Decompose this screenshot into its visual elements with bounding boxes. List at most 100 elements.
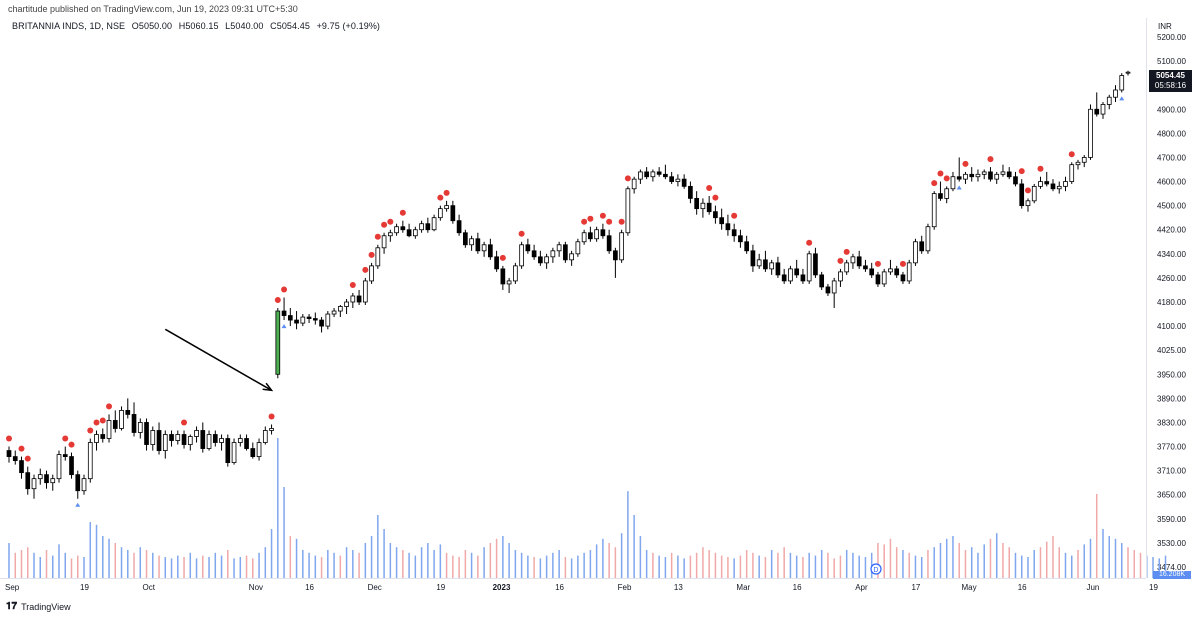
volume-bar [870, 552, 873, 578]
volume-bar [633, 515, 635, 578]
volume-bar [1083, 544, 1085, 578]
price-tick-label: 4260.00 [1157, 274, 1186, 283]
candle-body [150, 430, 156, 445]
signal-dot [18, 445, 25, 452]
candle-body [387, 232, 393, 237]
candle-body [994, 173, 1000, 180]
candle-body [119, 410, 124, 429]
candle-body [1113, 89, 1118, 98]
price-tick-label: 3650.00 [1157, 491, 1186, 500]
candle-body [1031, 185, 1037, 202]
candle-body [1038, 181, 1043, 187]
volume-bar [1014, 552, 1017, 578]
candle-body [162, 434, 168, 451]
candle-body [256, 442, 262, 457]
signal-dot [987, 156, 994, 163]
candle-body [600, 229, 606, 237]
candle-body [1125, 71, 1131, 74]
volume-bar [452, 555, 454, 578]
candle-body [431, 217, 437, 231]
candle-body [688, 185, 693, 199]
candle-body [12, 456, 18, 461]
volume-bar [127, 550, 129, 578]
candle-body [75, 474, 81, 492]
volume-bar [639, 536, 642, 578]
volume-bar [202, 555, 204, 578]
signal-dot [374, 233, 381, 240]
candle-body [300, 316, 306, 324]
volume-bar [964, 550, 967, 578]
candle-body [231, 442, 237, 464]
volume-bar [1008, 547, 1010, 578]
volume-bar [164, 557, 167, 578]
volume-bar [14, 552, 17, 578]
candle-body [94, 434, 99, 443]
volume-bar [152, 552, 154, 578]
signal-triangle [75, 502, 81, 507]
volume-bar [1070, 555, 1073, 578]
volume-bar [158, 555, 160, 578]
candle-body [69, 456, 74, 476]
signal-dot [962, 160, 969, 167]
signal-dot [62, 435, 69, 442]
signal-dot [618, 218, 625, 225]
volume-bar [302, 550, 304, 578]
volume-bar [595, 544, 598, 578]
candle-body [950, 176, 956, 190]
volume-bar [839, 555, 842, 578]
candle-body [131, 414, 137, 433]
volume-bar [1020, 555, 1023, 578]
price-tick-label: 5200.00 [1157, 33, 1186, 42]
volume-bar [139, 547, 142, 578]
candle-body [694, 198, 699, 210]
candle-body [969, 173, 975, 178]
volume-bar [577, 555, 579, 578]
volume-bar [1033, 550, 1035, 578]
volume-bar [195, 558, 198, 578]
volume-bar [402, 550, 404, 578]
volume-bar [502, 536, 504, 578]
candle-body [181, 434, 187, 445]
volume-bar [783, 547, 785, 578]
candle-body [525, 244, 531, 252]
candle-body [1044, 181, 1050, 185]
price-tick-label: 4500.00 [1157, 202, 1186, 211]
signal-dot [1018, 168, 1025, 175]
price-tick-label: 4420.00 [1157, 226, 1186, 235]
candle-body [281, 310, 287, 316]
volume-bar [264, 547, 267, 578]
candle-body [1050, 183, 1056, 190]
volume-bar [108, 538, 110, 578]
volume-bar [727, 557, 729, 578]
volume-bar [852, 552, 854, 578]
time-tick-label: 19 [436, 583, 445, 592]
volume-bar [583, 552, 585, 578]
signal-dot [587, 215, 594, 222]
volume-bar [227, 550, 229, 578]
candle-body [306, 316, 312, 319]
candle-body [337, 306, 343, 312]
candle-body [350, 295, 356, 303]
volume-bar [833, 558, 835, 578]
time-tick-label: Apr [855, 583, 868, 592]
candle-body [319, 319, 324, 327]
volume-bar [608, 543, 610, 578]
price-tick-label: 4900.00 [1157, 105, 1186, 114]
candle-body [287, 315, 293, 321]
volume-bar [52, 555, 54, 578]
candle-body [200, 430, 206, 449]
signal-dot [731, 212, 738, 219]
volume-bar [327, 550, 329, 578]
volume-bar [677, 555, 679, 578]
price-tick-label: 4100.00 [1157, 322, 1186, 331]
candle-body [438, 208, 443, 219]
candle-body [362, 280, 368, 303]
candle-body [988, 171, 993, 180]
candle-body [1075, 161, 1081, 166]
footer-brand[interactable]: 𝟏𝟕 TradingView [6, 601, 71, 612]
candle-body [206, 434, 212, 449]
candle-body [481, 244, 487, 252]
volume-bar [970, 547, 973, 578]
signal-dot [937, 170, 944, 177]
